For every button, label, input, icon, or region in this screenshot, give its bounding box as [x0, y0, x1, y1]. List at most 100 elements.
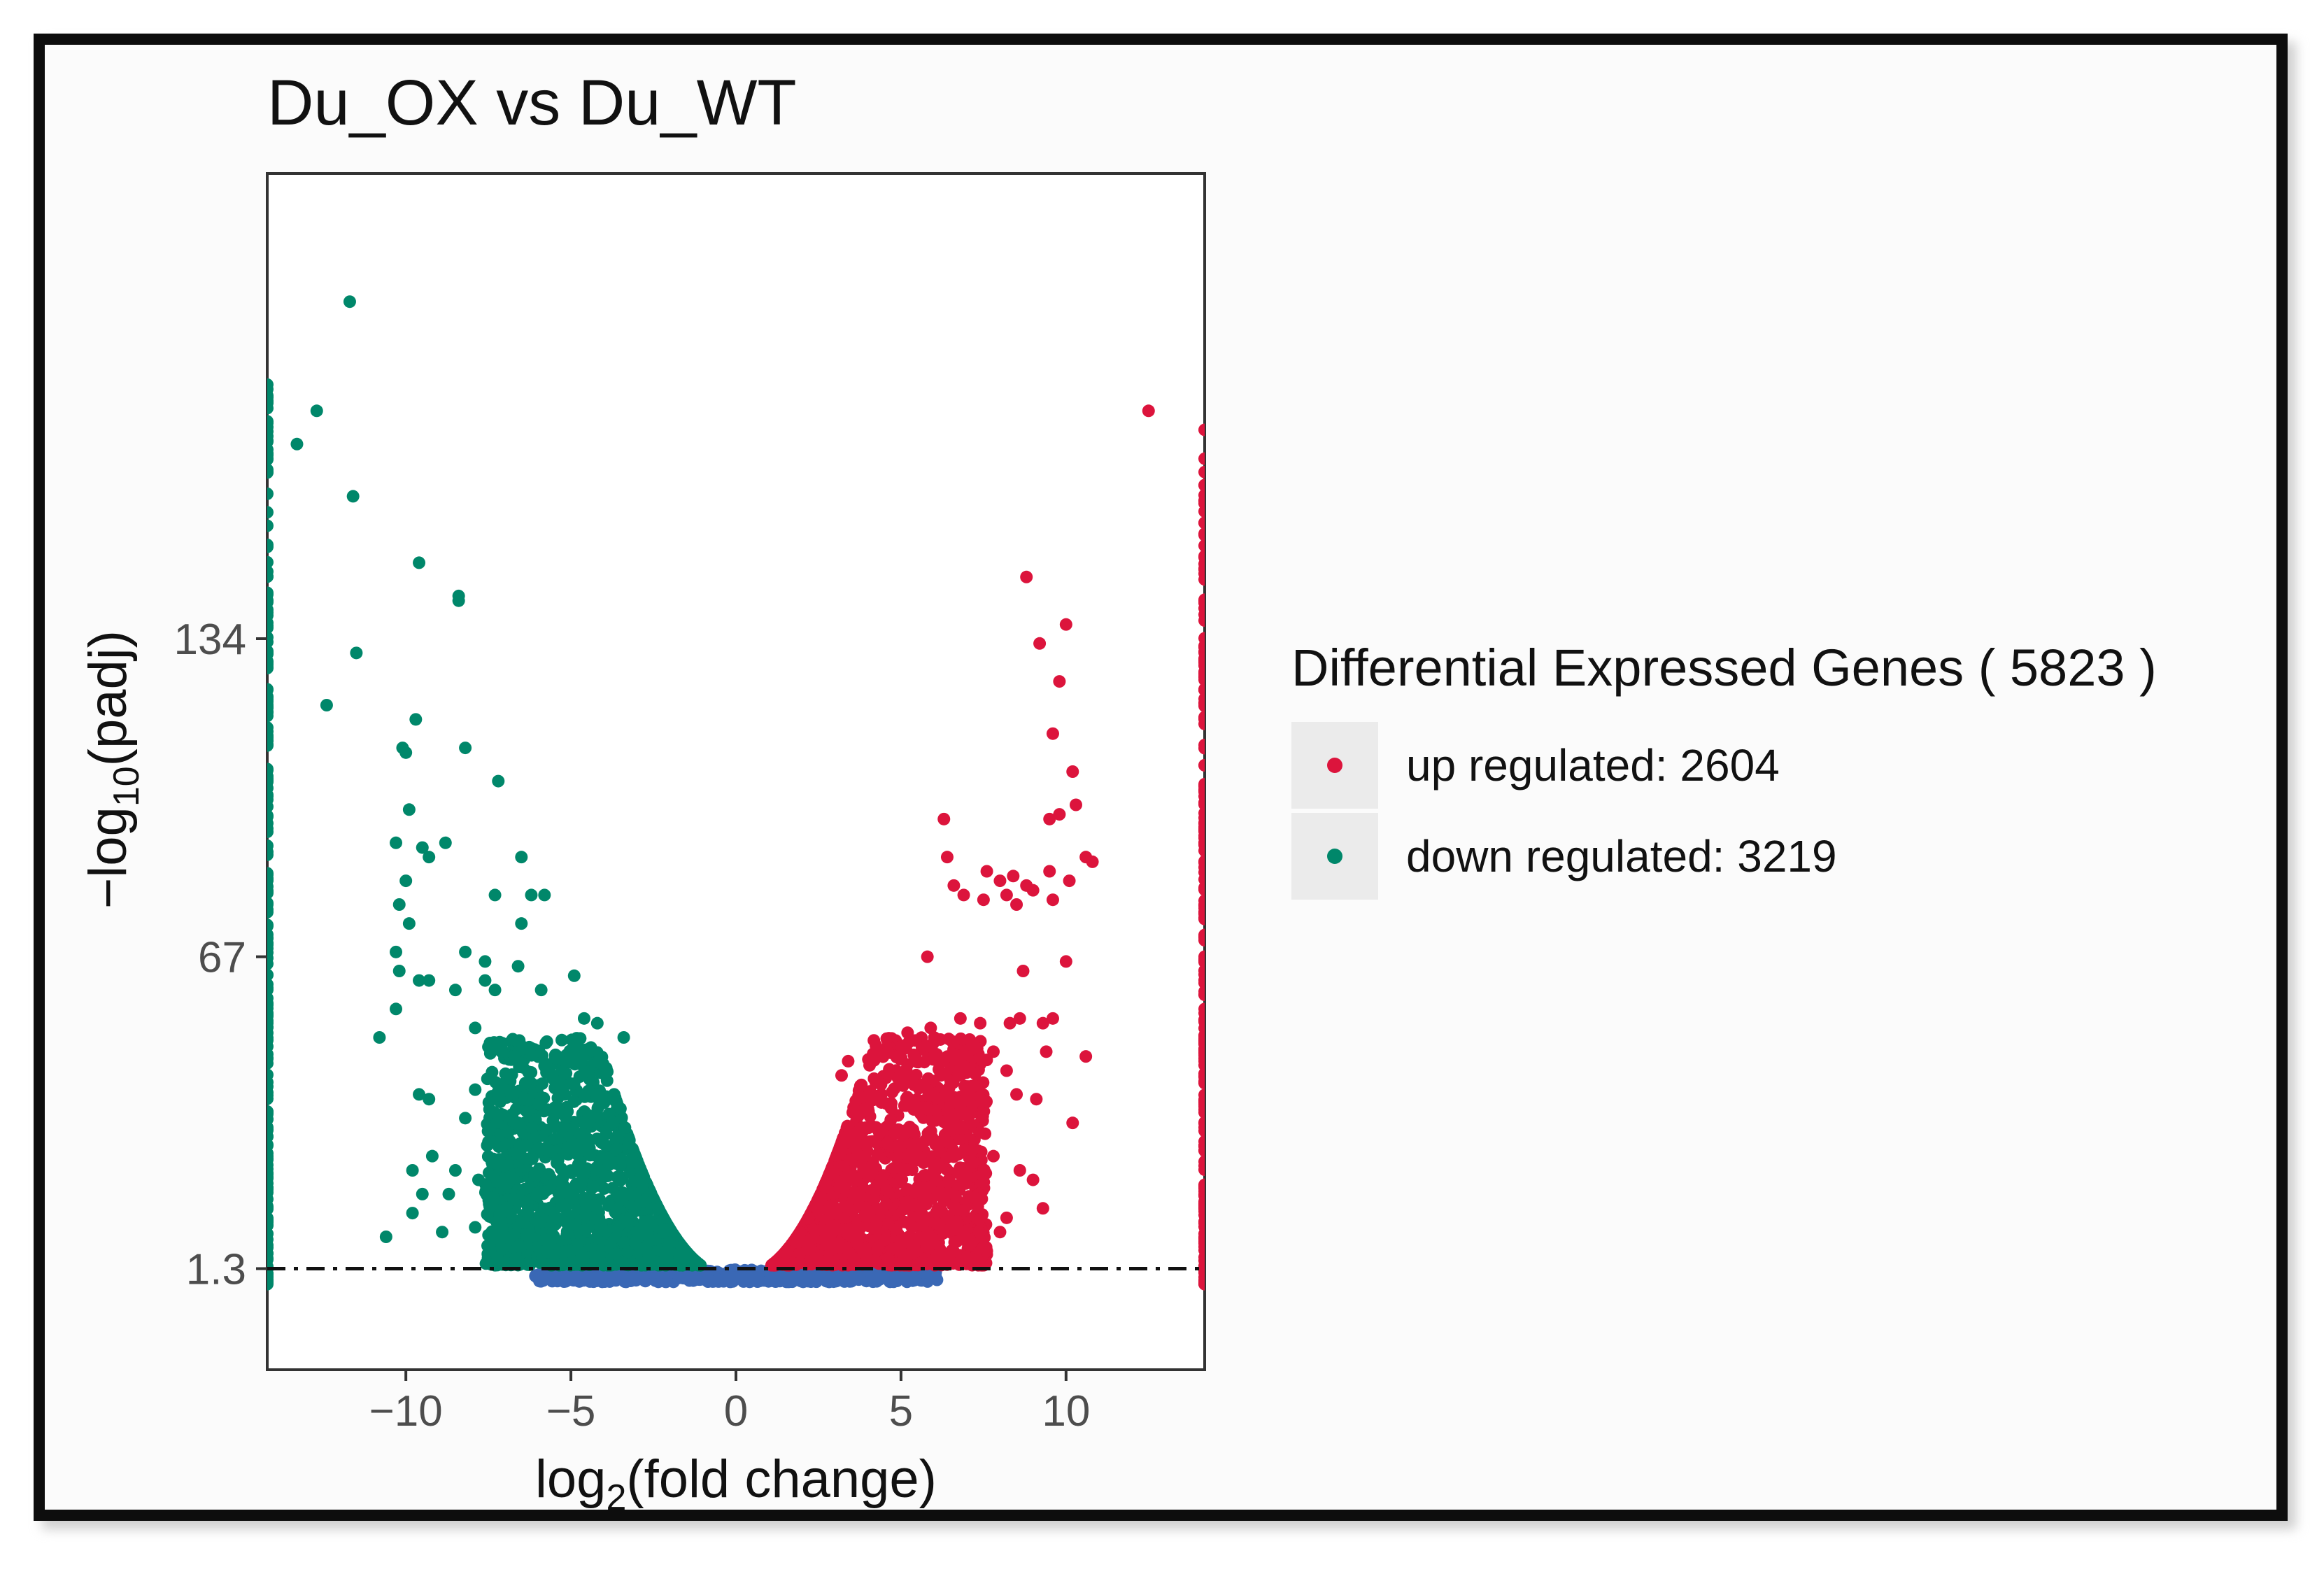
down-regulated-point	[540, 1123, 553, 1137]
down-regulated-point	[596, 1137, 609, 1150]
legend: Differential Expressed Genes ( 5823 ) up…	[1291, 639, 2157, 900]
down-regulated-point	[511, 960, 525, 973]
up-regulated-point	[1198, 1251, 1205, 1264]
up-regulated-point	[993, 1226, 1007, 1239]
down-regulated-point	[346, 490, 360, 503]
up-regulated-point	[1142, 404, 1155, 418]
up-regulated-point	[1198, 1270, 1205, 1284]
up-regulated-point	[823, 1200, 837, 1213]
down-regulated-point	[492, 774, 505, 788]
up-regulated-point	[862, 1053, 875, 1066]
down-regulated-point	[267, 1080, 274, 1093]
up-regulated-point	[1198, 423, 1205, 437]
down-regulated-point	[413, 974, 426, 987]
down-regulated-point	[469, 1021, 482, 1035]
down-regulated-point	[635, 1178, 649, 1191]
up-regulated-point	[1198, 837, 1205, 850]
up-regulated-point	[1026, 1173, 1040, 1186]
down-regulated-point	[267, 1106, 274, 1119]
up-regulated-point	[921, 1072, 935, 1085]
down-regulated-point	[496, 1242, 509, 1256]
up-regulated-point	[891, 1151, 904, 1165]
up-regulated-point	[1036, 1202, 1049, 1215]
up-regulated-point	[924, 1125, 937, 1138]
down-regulated-point	[483, 1200, 497, 1213]
down-regulated-point	[267, 775, 274, 788]
up-regulated-point	[1198, 608, 1205, 621]
up-regulated-point	[974, 1016, 987, 1030]
down-regulated-point	[267, 1233, 274, 1246]
up-regulated-point	[780, 1244, 793, 1257]
down-regulated-point	[520, 1228, 534, 1242]
down-regulated-point	[556, 1172, 569, 1185]
up-regulated-point	[858, 1149, 872, 1163]
up-regulated-point	[980, 865, 993, 878]
down-regulated-point	[425, 1149, 439, 1163]
up-regulated-point	[1198, 683, 1205, 696]
up-regulated-point	[871, 1148, 884, 1161]
up-regulated-point	[854, 1190, 867, 1203]
down-regulated-point	[413, 556, 426, 569]
up-regulated-point	[844, 1153, 857, 1166]
down-regulated-point	[267, 655, 274, 668]
down-regulated-point	[267, 540, 274, 553]
down-regulated-point	[515, 851, 528, 864]
down-regulated-point	[579, 1198, 593, 1211]
down-regulated-point	[373, 1031, 386, 1044]
up-regulated-point	[962, 1110, 975, 1123]
up-regulated-point	[1000, 1211, 1013, 1224]
down-regulated-point	[402, 803, 416, 816]
down-regulated-point	[439, 836, 452, 849]
up-regulated-point	[1198, 478, 1205, 492]
down-regulated-point	[590, 1088, 603, 1101]
down-regulated-point	[518, 1093, 532, 1106]
up-regulated-point	[937, 812, 951, 825]
down-regulated-point	[267, 555, 274, 569]
up-regulated-point	[865, 1135, 879, 1148]
x-tick-label: 0	[724, 1387, 748, 1435]
down-regulated-point	[577, 1116, 590, 1130]
down-regulated-point	[515, 917, 528, 930]
down-regulated-point	[569, 1051, 583, 1065]
up-regulated-point	[972, 1213, 986, 1226]
not-significant-point	[602, 1273, 616, 1286]
up-regulated-point	[941, 1050, 954, 1063]
up-regulated-point	[1198, 693, 1205, 706]
down-regulated-point	[540, 1035, 553, 1048]
down-regulated-point	[538, 1059, 551, 1072]
down-regulated-point	[595, 1050, 609, 1063]
down-regulated-point	[649, 1255, 662, 1268]
down-regulated-point	[390, 1002, 403, 1016]
down-regulated-point	[525, 1049, 538, 1062]
up-regulated-point	[1198, 928, 1205, 942]
down-regulated-point	[583, 1142, 596, 1155]
up-regulated-point	[1198, 1227, 1205, 1240]
down-regulated-point	[469, 1083, 482, 1096]
down-regulated-point	[492, 1088, 505, 1101]
up-regulated-point	[930, 1217, 944, 1231]
legend-key-dot	[1327, 849, 1342, 864]
down-regulated-point	[538, 888, 551, 902]
up-regulated-point	[1198, 640, 1205, 653]
up-regulated-point	[1198, 539, 1205, 553]
up-regulated-point	[930, 1205, 943, 1219]
down-regulated-point	[413, 1088, 426, 1101]
up-regulated-point	[1198, 465, 1205, 478]
down-regulated-point	[621, 1245, 635, 1259]
up-regulated-point	[963, 1084, 976, 1098]
down-regulated-point	[600, 1090, 613, 1103]
down-regulated-point	[555, 1198, 569, 1211]
up-regulated-point	[966, 1156, 979, 1170]
y-axis: 1.3 67 134	[174, 616, 267, 1293]
up-regulated-point	[961, 1170, 974, 1184]
not-significant-point	[930, 1273, 944, 1286]
down-regulated-point	[490, 1175, 504, 1188]
down-regulated-point	[598, 1152, 611, 1165]
up-regulated-point	[793, 1226, 807, 1239]
up-regulated-point	[1198, 516, 1205, 530]
down-regulated-point	[499, 1201, 513, 1214]
down-regulated-point	[399, 874, 413, 888]
up-regulated-point	[972, 1226, 986, 1239]
down-regulated-point	[612, 1191, 625, 1204]
